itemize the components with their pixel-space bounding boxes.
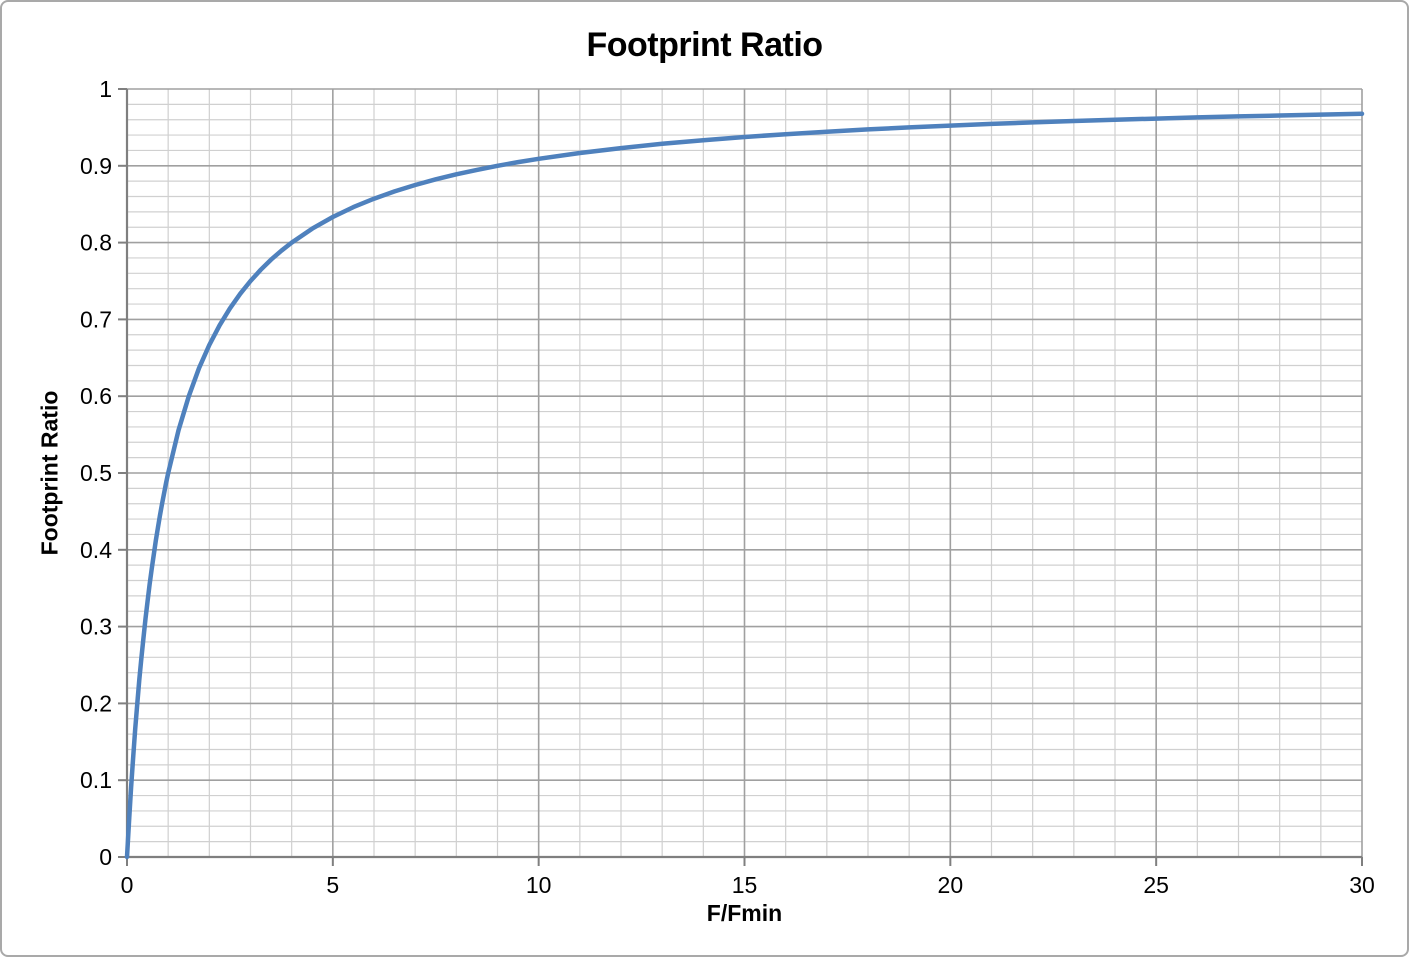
x-tick-label: 20	[938, 872, 964, 898]
chart-title: Footprint Ratio	[586, 26, 823, 64]
y-tick-label: 0.9	[80, 153, 112, 179]
y-tick-label: 0.1	[80, 767, 112, 793]
series	[124, 111, 1365, 860]
x-tick-label: 25	[1143, 872, 1169, 898]
y-tick-label: 0.2	[80, 690, 112, 716]
y-tick-labels: 0 0.1 0.2 0.3 0.4 0.5 0.6 0.7 0.8 0.9 1	[80, 76, 112, 870]
y-tick-label: 0.4	[80, 537, 112, 563]
y-tick-label: 0.6	[80, 383, 112, 409]
tick-marks	[118, 88, 1363, 866]
footprint-ratio-curve	[124, 111, 1365, 860]
major-gridlines	[127, 88, 1363, 857]
x-tick-label: 30	[1349, 872, 1375, 898]
y-tick-label: 0	[99, 844, 112, 870]
x-tick-label: 10	[526, 872, 552, 898]
x-tick-labels: 0 5 10 15 20 25 30	[121, 872, 1375, 898]
x-tick-label: 15	[732, 872, 758, 898]
y-tick-label: 0.8	[80, 230, 112, 256]
y-tick-label: 0.5	[80, 460, 112, 486]
x-tick-label: 0	[121, 872, 134, 898]
y-tick-label: 0.7	[80, 306, 112, 332]
x-axis-title: F/Fmin	[706, 900, 783, 926]
y-tick-label: 0.3	[80, 614, 112, 640]
x-tick-label: 5	[326, 872, 339, 898]
y-tick-label: 1	[99, 76, 112, 102]
